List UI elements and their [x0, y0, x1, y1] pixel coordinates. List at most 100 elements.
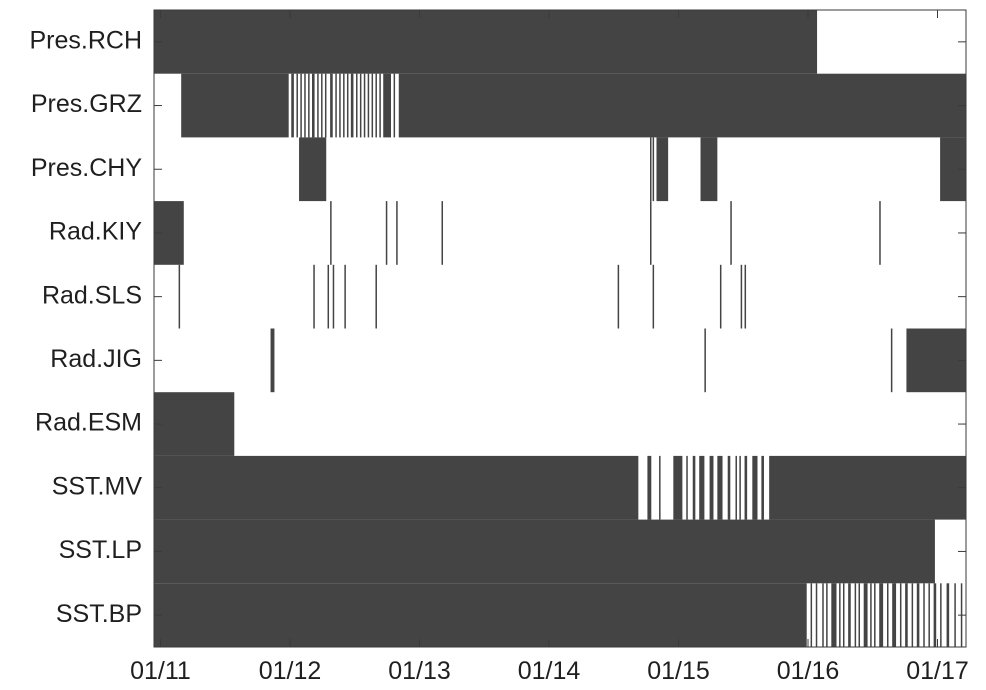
bar-rad-sls-2 [327, 264, 330, 329]
bar-pres-chy-4 [700, 137, 718, 202]
bar-pres-grz-24 [393, 73, 396, 138]
bar-pres-grz-19 [367, 73, 370, 138]
bar-sst-mv-15 [769, 455, 966, 520]
bar-sst-bp-14 [879, 583, 884, 647]
bar-rad-sls-10 [744, 264, 747, 329]
bar-pres-grz-6 [311, 73, 315, 138]
x-tick-label-01-14: 01/14 [518, 657, 581, 685]
bar-sst-bp-25 [946, 583, 950, 647]
x-tick-label-01-16: 01/16 [777, 657, 840, 685]
bar-sst-bp-15 [887, 583, 889, 647]
bar-rad-jig-3 [906, 328, 966, 393]
x-tick-label-01-12: 01/12 [259, 657, 322, 685]
bar-sst-bp-21 [923, 583, 925, 647]
bar-pres-grz-15 [350, 73, 354, 138]
bar-sst-mv-0 [154, 455, 639, 520]
bar-rad-jig-2 [890, 328, 893, 393]
x-tick-label-01-13: 01/13 [388, 657, 451, 685]
bar-rad-sls-8 [719, 264, 722, 329]
bar-pres-grz-18 [363, 73, 366, 138]
bar-sst-lp-0 [154, 519, 935, 584]
bar-sst-bp-13 [874, 583, 876, 647]
y-tick-label-pres-grz: Pres.GRZ [31, 90, 142, 118]
bar-sst-mv-10 [735, 455, 737, 520]
bar-pres-grz-8 [321, 73, 323, 138]
bar-sst-mv-11 [739, 455, 741, 520]
bar-rad-sls-6 [617, 264, 620, 329]
y-tick-label-sst-bp: SST.BP [56, 600, 142, 628]
bar-sst-mv-4 [686, 455, 688, 520]
bar-pres-grz-22 [379, 73, 381, 138]
bar-rad-kiy-2 [385, 201, 388, 265]
bar-sst-bp-7 [842, 583, 845, 647]
x-tick-label-01-15: 01/15 [647, 657, 710, 685]
y-tick-label-rad-sls: Rad.SLS [42, 281, 142, 309]
bar-sst-bp-17 [899, 583, 902, 647]
bar-pres-chy-0 [299, 137, 327, 202]
bar-sst-bp-12 [870, 583, 872, 647]
bar-sst-bp-8 [848, 583, 851, 647]
bar-rad-esm-0 [154, 392, 235, 456]
bar-sst-bp-10 [858, 583, 861, 647]
y-tick-label-rad-esm: Rad.ESM [35, 409, 142, 437]
bar-sst-mv-2 [659, 455, 661, 520]
bar-pres-grz-14 [346, 73, 349, 138]
bar-sst-bp-4 [826, 583, 828, 647]
bar-sst-bp-3 [822, 583, 824, 647]
y-tick-label-pres-chy: Pres.CHY [31, 154, 142, 182]
bar-rad-sls-7 [652, 264, 655, 329]
bar-sst-mv-1 [647, 455, 652, 520]
bar-rad-sls-1 [313, 264, 315, 329]
bar-sst-mv-12 [744, 455, 748, 520]
bar-pres-chy-3 [656, 137, 669, 202]
bar-pres-grz-9 [324, 73, 327, 138]
chart-ticks-layer [154, 10, 966, 647]
x-tick-label-01-11: 01/11 [130, 657, 191, 685]
bar-rad-kiy-6 [730, 201, 732, 265]
bar-pres-grz-7 [317, 73, 319, 138]
y-tick-label-rad-kiy: Rad.KIY [49, 218, 142, 246]
bar-pres-chy-2 [652, 137, 655, 202]
y-tick-label-pres-rch: Pres.RCH [29, 26, 142, 54]
bar-pres-grz-0 [181, 73, 289, 138]
bar-pres-grz-10 [330, 73, 333, 138]
bar-sst-mv-3 [673, 455, 683, 520]
bar-sst-bp-11 [863, 583, 868, 647]
bar-sst-mv-6 [699, 455, 705, 520]
bar-sst-mv-7 [709, 455, 714, 520]
bar-pres-grz-25 [398, 73, 966, 138]
bar-pres-grz-17 [359, 73, 362, 138]
y-tick-label-rad-jig: Rad.JIG [50, 345, 142, 373]
bar-sst-bp-5 [831, 583, 837, 647]
bar-sst-mv-14 [761, 455, 764, 520]
bar-pres-grz-20 [371, 73, 374, 138]
bar-rad-kiy-7 [879, 201, 881, 265]
bar-rad-sls-9 [740, 264, 743, 329]
bar-sst-bp-24 [940, 583, 942, 647]
bar-sst-bp-2 [815, 583, 818, 647]
plot-frame [153, 9, 967, 648]
bar-rad-jig-1 [704, 328, 706, 393]
bar-sst-bp-1 [810, 583, 813, 647]
bar-rad-kiy-4 [441, 201, 444, 265]
bar-rad-sls-5 [375, 264, 377, 329]
bar-sst-bp-0 [154, 583, 807, 647]
bar-pres-grz-16 [356, 73, 358, 138]
bar-sst-bp-18 [905, 583, 908, 647]
bar-sst-bp-9 [854, 583, 857, 647]
bar-sst-bp-26 [954, 583, 956, 647]
bar-sst-bp-23 [933, 583, 937, 647]
chart-labels-layer: Pres.RCH Pres.GRZ Pres.CHY Rad.KIY Rad.SLS Ra… [29, 26, 968, 685]
chart-bars-layer [154, 10, 966, 647]
bar-sst-mv-5 [692, 455, 696, 520]
bar-sst-bp-16 [892, 583, 897, 647]
bar-rad-sls-4 [344, 264, 346, 329]
bar-sst-bp-20 [916, 583, 920, 647]
bar-pres-grz-23 [383, 73, 391, 138]
bar-rad-sls-0 [178, 264, 181, 329]
bar-pres-grz-5 [308, 73, 310, 138]
bar-sst-mv-9 [727, 455, 731, 520]
bar-pres-grz-13 [343, 73, 345, 138]
bar-rad-jig-0 [270, 328, 275, 393]
bar-pres-grz-1 [291, 73, 294, 138]
